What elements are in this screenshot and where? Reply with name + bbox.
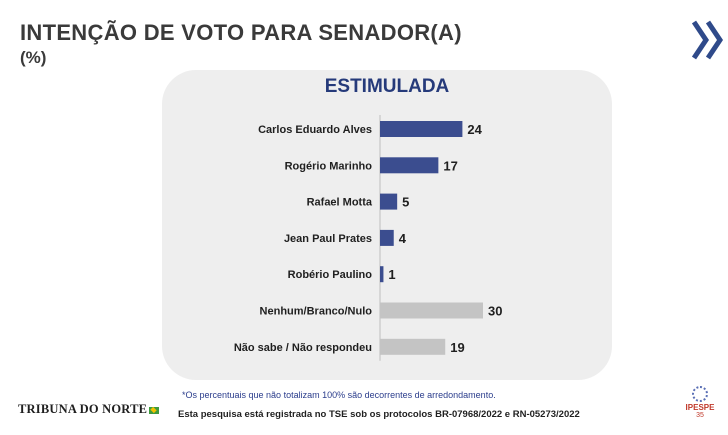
page-subtitle: (%) [20,48,47,67]
bar [380,229,394,246]
value-label: 1 [388,267,395,282]
bar [380,157,439,174]
bar [380,193,398,210]
tribuna-do-norte-logo: TRIBUNA DO NORTE [18,402,160,417]
chart-title: ESTIMULADA [324,76,450,97]
ipespe-mark-icon [692,386,708,402]
category-label: Rogério Marinho [285,160,373,172]
value-label: 5 [402,195,409,210]
ipespe-logo: IPESPE 35 [680,386,720,430]
value-label: 4 [399,231,407,246]
value-label: 17 [443,158,457,173]
value-label: 24 [467,122,482,137]
page-title: INTENÇÃO DE VOTO PARA SENADOR(A) [20,20,462,45]
registration-note: Esta pesquisa está registrada no TSE sob… [178,409,580,420]
bar [380,266,384,283]
double-chevron-right-icon[interactable] [690,18,728,62]
value-label: 30 [488,304,502,319]
category-label: Não sabe / Não respondeu [234,342,372,354]
value-label: 19 [450,340,464,355]
bar [380,302,483,319]
bar [380,338,446,355]
category-label: Jean Paul Prates [284,233,372,245]
flag-icon [149,406,160,414]
category-label: Rafael Motta [307,197,373,209]
category-label: Carlos Eduardo Alves [258,124,372,136]
bar [380,121,463,137]
footnote: *Os percentuais que não totalizam 100% s… [182,390,496,400]
category-label: Robério Paulino [288,269,373,281]
category-label: Nenhum/Branco/Nulo [260,306,373,318]
